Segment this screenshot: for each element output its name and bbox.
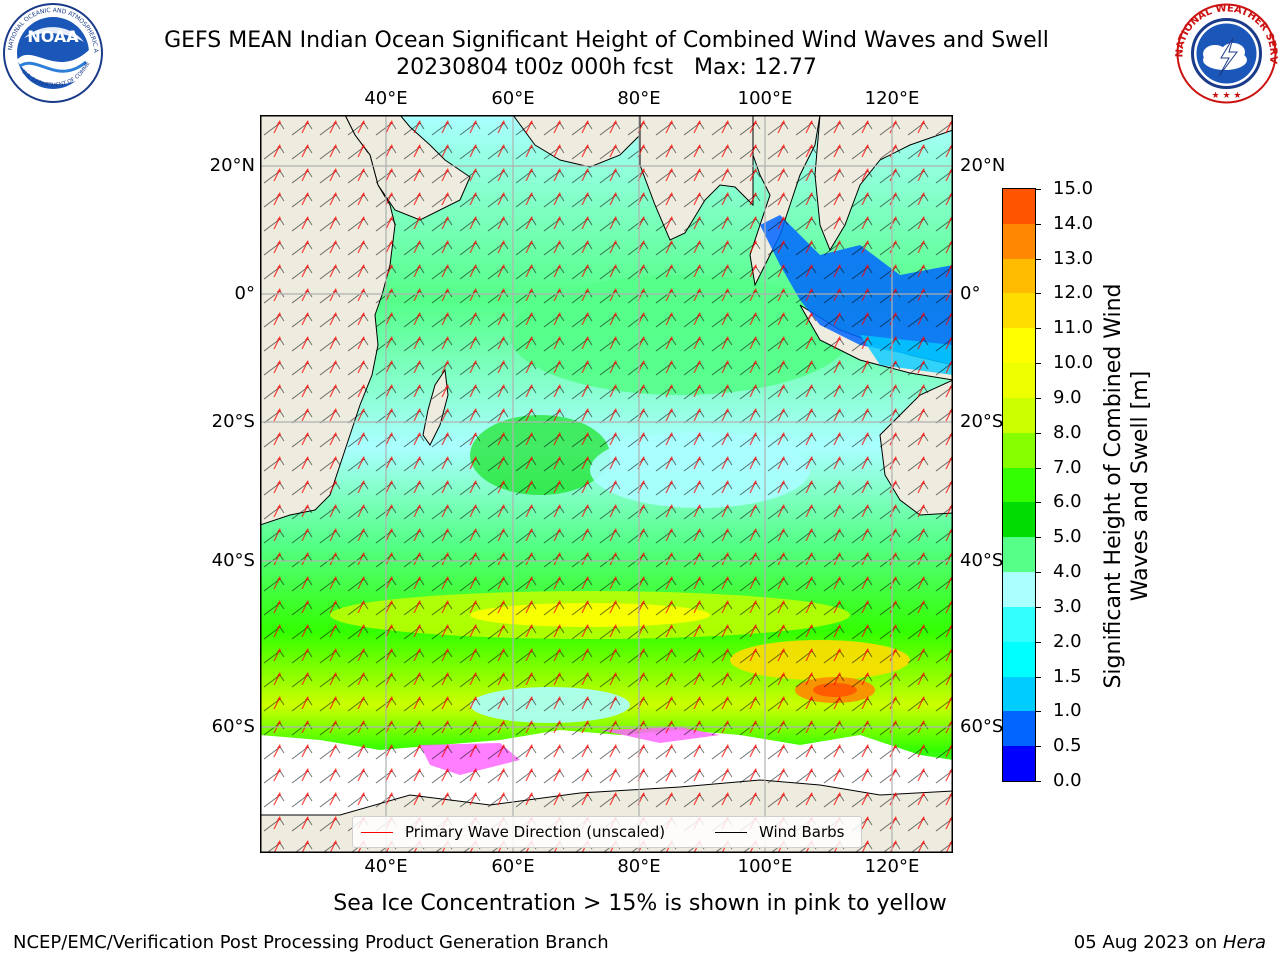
lon-tick-top-40e: 40°E (364, 88, 408, 109)
lon-tick-bottom-100e: 100°E (737, 856, 793, 877)
colorbar-tick-mark (1035, 363, 1041, 365)
colorbar-segment (1003, 223, 1035, 259)
lon-tick-bottom-40e: 40°E (364, 856, 408, 877)
lat-tick-left-40s: 40°S (211, 550, 255, 571)
colorbar-segment (1003, 537, 1035, 573)
colorbar-tick-mark (1035, 676, 1041, 678)
colorbar-tick-mark (1035, 432, 1041, 434)
colorbar-tick-label: 7.0 (1053, 456, 1082, 478)
lat-tick-right-20s: 20°S (960, 411, 1004, 432)
lat-tick-left-20s: 20°S (211, 411, 255, 432)
lon-tick-top-80e: 80°E (617, 88, 661, 109)
colorbar-tick-mark (1035, 572, 1041, 574)
nws-logo: NATIONAL WEATHER SERVICE ★ ★ ★ (1171, 0, 1279, 105)
colorbar-tick-label: 2.0 (1053, 630, 1082, 652)
colorbar-segment (1003, 711, 1035, 747)
footer-date: 05 Aug 2023 on Hera (1074, 932, 1266, 954)
colorbar-tick-mark (1035, 223, 1041, 225)
colorbar (1002, 188, 1036, 782)
lon-tick-top-60e: 60°E (491, 88, 535, 109)
colorbar-segment (1003, 502, 1035, 538)
colorbar-tick-mark (1035, 502, 1041, 504)
colorbar-tick-mark (1035, 746, 1041, 748)
colorbar-tick-label: 14.0 (1053, 212, 1094, 234)
map-frame (260, 115, 953, 853)
footer-machine: Hera (1222, 932, 1266, 953)
map-legend: Primary Wave Direction (unscaled) Wind B… (352, 816, 862, 848)
colorbar-tick-label: 0.0 (1053, 770, 1082, 791)
colorbar-tick-label: 11.0 (1053, 317, 1094, 339)
colorbar-tick-mark (1035, 293, 1041, 295)
noaa-logo-text: NOAA (27, 27, 79, 46)
colorbar-tick-mark (1035, 328, 1041, 330)
colorbar-tick-label: 9.0 (1053, 386, 1082, 408)
colorbar-label: Significant Height of Combined Wind Wave… (1101, 283, 1153, 689)
colorbar-tick-mark (1035, 258, 1041, 260)
colorbar-tick-mark (1035, 537, 1041, 539)
colorbar-segment (1003, 432, 1035, 468)
chart-title: GEFS MEAN Indian Ocean Significant Heigh… (164, 28, 1049, 53)
colorbar-tick-mark (1035, 606, 1041, 608)
lon-tick-top-120e: 120°E (864, 88, 920, 109)
colorbar-tick-mark (1035, 711, 1041, 713)
colorbar-tick-label: 6.0 (1053, 491, 1082, 513)
legend-barb-line (715, 832, 747, 833)
lat-tick-left-20n: 20°N (209, 155, 255, 176)
legend-wave-label: Primary Wave Direction (unscaled) (405, 823, 666, 841)
lon-tick-bottom-120e: 120°E (864, 856, 920, 877)
legend-wind-barbs: Wind Barbs (715, 823, 844, 841)
footer-date-text: 05 Aug 2023 on (1073, 932, 1223, 953)
footer-branch: NCEP/EMC/Verification Post Processing Pr… (13, 932, 609, 953)
colorbar-tick-label: 13.0 (1053, 247, 1094, 269)
lat-tick-right-20n: 20°N (960, 155, 1006, 176)
wave-direction-overlay (260, 115, 953, 853)
colorbar-tick-label: 3.0 (1053, 595, 1082, 617)
chart-subtitle: 20230804 t00z 000h fcst Max: 12.77 (396, 55, 817, 80)
legend-wave-direction: Primary Wave Direction (unscaled) (361, 823, 665, 841)
colorbar-tick-mark (1035, 467, 1041, 469)
colorbar-segment (1003, 467, 1035, 503)
map-panel[interactable] (259, 114, 954, 854)
colorbar-tick-label: 0.5 (1053, 735, 1082, 757)
colorbar-segment (1003, 188, 1035, 224)
lat-tick-left-0: 0° (234, 283, 255, 304)
lat-tick-right-60s: 60°S (960, 716, 1004, 737)
colorbar-tick-label: 12.0 (1053, 282, 1094, 304)
svg-text:★ ★ ★: ★ ★ ★ (1212, 91, 1242, 101)
legend-wave-line (361, 832, 393, 833)
colorbar-segment (1003, 363, 1035, 398)
lon-tick-bottom-80e: 80°E (617, 856, 661, 877)
colorbar-tick-label: 8.0 (1053, 421, 1082, 443)
colorbar-tick-label: 1.5 (1053, 665, 1082, 687)
colorbar-segment (1003, 293, 1035, 329)
colorbar-tick-label: 15.0 (1053, 178, 1094, 199)
sea-ice-caption: Sea Ice Concentration > 15% is shown in … (333, 891, 947, 916)
colorbar-segment (1003, 606, 1035, 642)
colorbar-segment (1003, 746, 1035, 781)
lon-tick-top-100e: 100°E (737, 88, 793, 109)
colorbar-tick-mark (1035, 781, 1041, 782)
colorbar-tick-label: 4.0 (1053, 561, 1082, 583)
lon-tick-bottom-60e: 60°E (491, 856, 535, 877)
colorbar-tick-mark (1035, 641, 1041, 643)
colorbar-tick-mark (1035, 397, 1041, 399)
noaa-logo: NOAA NATIONAL OCEANIC AND ATMOSPHERIC AD… (0, 0, 104, 104)
colorbar-segment (1003, 258, 1035, 294)
colorbar-segment (1003, 641, 1035, 677)
lat-tick-right-40s: 40°S (960, 550, 1004, 571)
lat-tick-right-0: 0° (960, 283, 981, 304)
colorbar-tick-label: 1.0 (1053, 700, 1082, 722)
colorbar-segment (1003, 328, 1035, 364)
graticule (260, 115, 953, 853)
legend-barb-label: Wind Barbs (759, 823, 845, 841)
colorbar-segment (1003, 676, 1035, 712)
colorbar-tick-mark (1035, 189, 1041, 190)
colorbar-tick-label: 10.0 (1053, 352, 1094, 374)
colorbar-segment (1003, 572, 1035, 607)
colorbar-segment (1003, 397, 1035, 433)
colorbar-tick-label: 5.0 (1053, 526, 1082, 548)
lat-tick-left-60s: 60°S (211, 716, 255, 737)
